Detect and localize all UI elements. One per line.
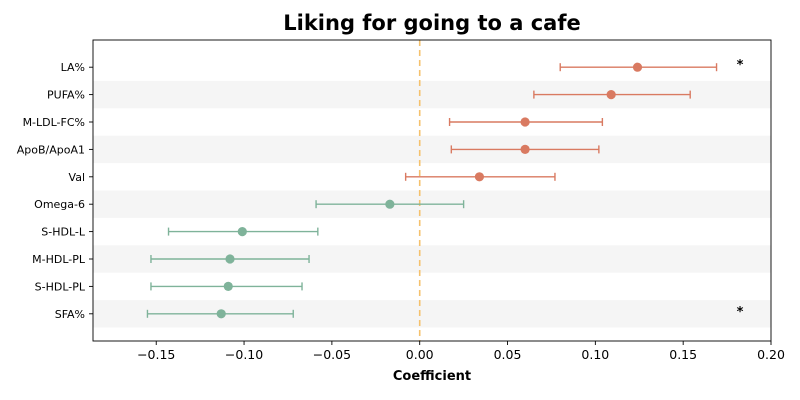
y-tick-label: LA% xyxy=(61,61,85,74)
coef-point xyxy=(237,227,247,237)
row-sfa-: * xyxy=(146,305,744,320)
y-tick-label: Omega-6 xyxy=(34,198,85,211)
y-tick-label: M-LDL-FC% xyxy=(23,116,85,129)
y-axis: LA% PUFA% M-LDL-FC% ApoB/ApoA1 Val Omega-6 S-H… xyxy=(17,61,93,321)
x-tick-label: −0.15 xyxy=(137,347,175,362)
coef-point xyxy=(474,172,485,182)
row-s-hdl-l xyxy=(167,227,319,237)
significance-mark: * xyxy=(737,305,744,320)
y-tick-label: S-HDL-PL xyxy=(35,280,86,293)
row-apob-apoa1 xyxy=(450,144,600,154)
x-tick-label: 0.15 xyxy=(669,347,697,362)
coef-point xyxy=(216,309,226,319)
row-m-hdl-pl xyxy=(150,254,310,264)
y-tick-label: Val xyxy=(69,171,85,184)
y-tick-label: PUFA% xyxy=(47,89,85,102)
y-tick-label: ApoB/ApoA1 xyxy=(17,143,85,156)
x-tick-label: −0.05 xyxy=(313,347,351,362)
plot-frame xyxy=(92,39,772,342)
coef-point xyxy=(520,117,530,127)
chart-title: Liking for going to a cafe xyxy=(283,11,580,35)
row-pufa- xyxy=(533,90,691,100)
x-axis-label: Coefficient xyxy=(393,369,471,384)
row-la-: * xyxy=(559,58,744,73)
x-tick-label: 0.05 xyxy=(494,347,522,362)
y-tick-label: M-HDL-PL xyxy=(32,253,86,266)
coef-point xyxy=(385,199,395,209)
data-marks: ** xyxy=(146,58,744,320)
row-val xyxy=(404,172,556,182)
x-axis: −0.15 −0.10 −0.05 0.00 0.05 0.10 0.15 0.20 xyxy=(137,341,785,362)
row-s-hdl-pl xyxy=(150,281,303,291)
coef-point xyxy=(632,62,643,72)
x-tick-label: −0.10 xyxy=(225,347,263,362)
coef-point xyxy=(606,90,616,100)
coef-point xyxy=(520,144,530,154)
coef-point xyxy=(225,254,235,264)
x-tick-label: 0.20 xyxy=(757,347,785,362)
row-m-ldl-fc- xyxy=(448,117,604,127)
coef-point xyxy=(223,281,233,291)
significance-mark: * xyxy=(737,58,744,73)
x-tick-label: 0.00 xyxy=(406,347,434,362)
row-band xyxy=(93,135,771,164)
row-omega-6 xyxy=(315,199,465,209)
y-tick-label: SFA% xyxy=(55,308,85,321)
y-tick-label: S-HDL-L xyxy=(41,226,86,239)
x-tick-label: 0.10 xyxy=(581,347,609,362)
